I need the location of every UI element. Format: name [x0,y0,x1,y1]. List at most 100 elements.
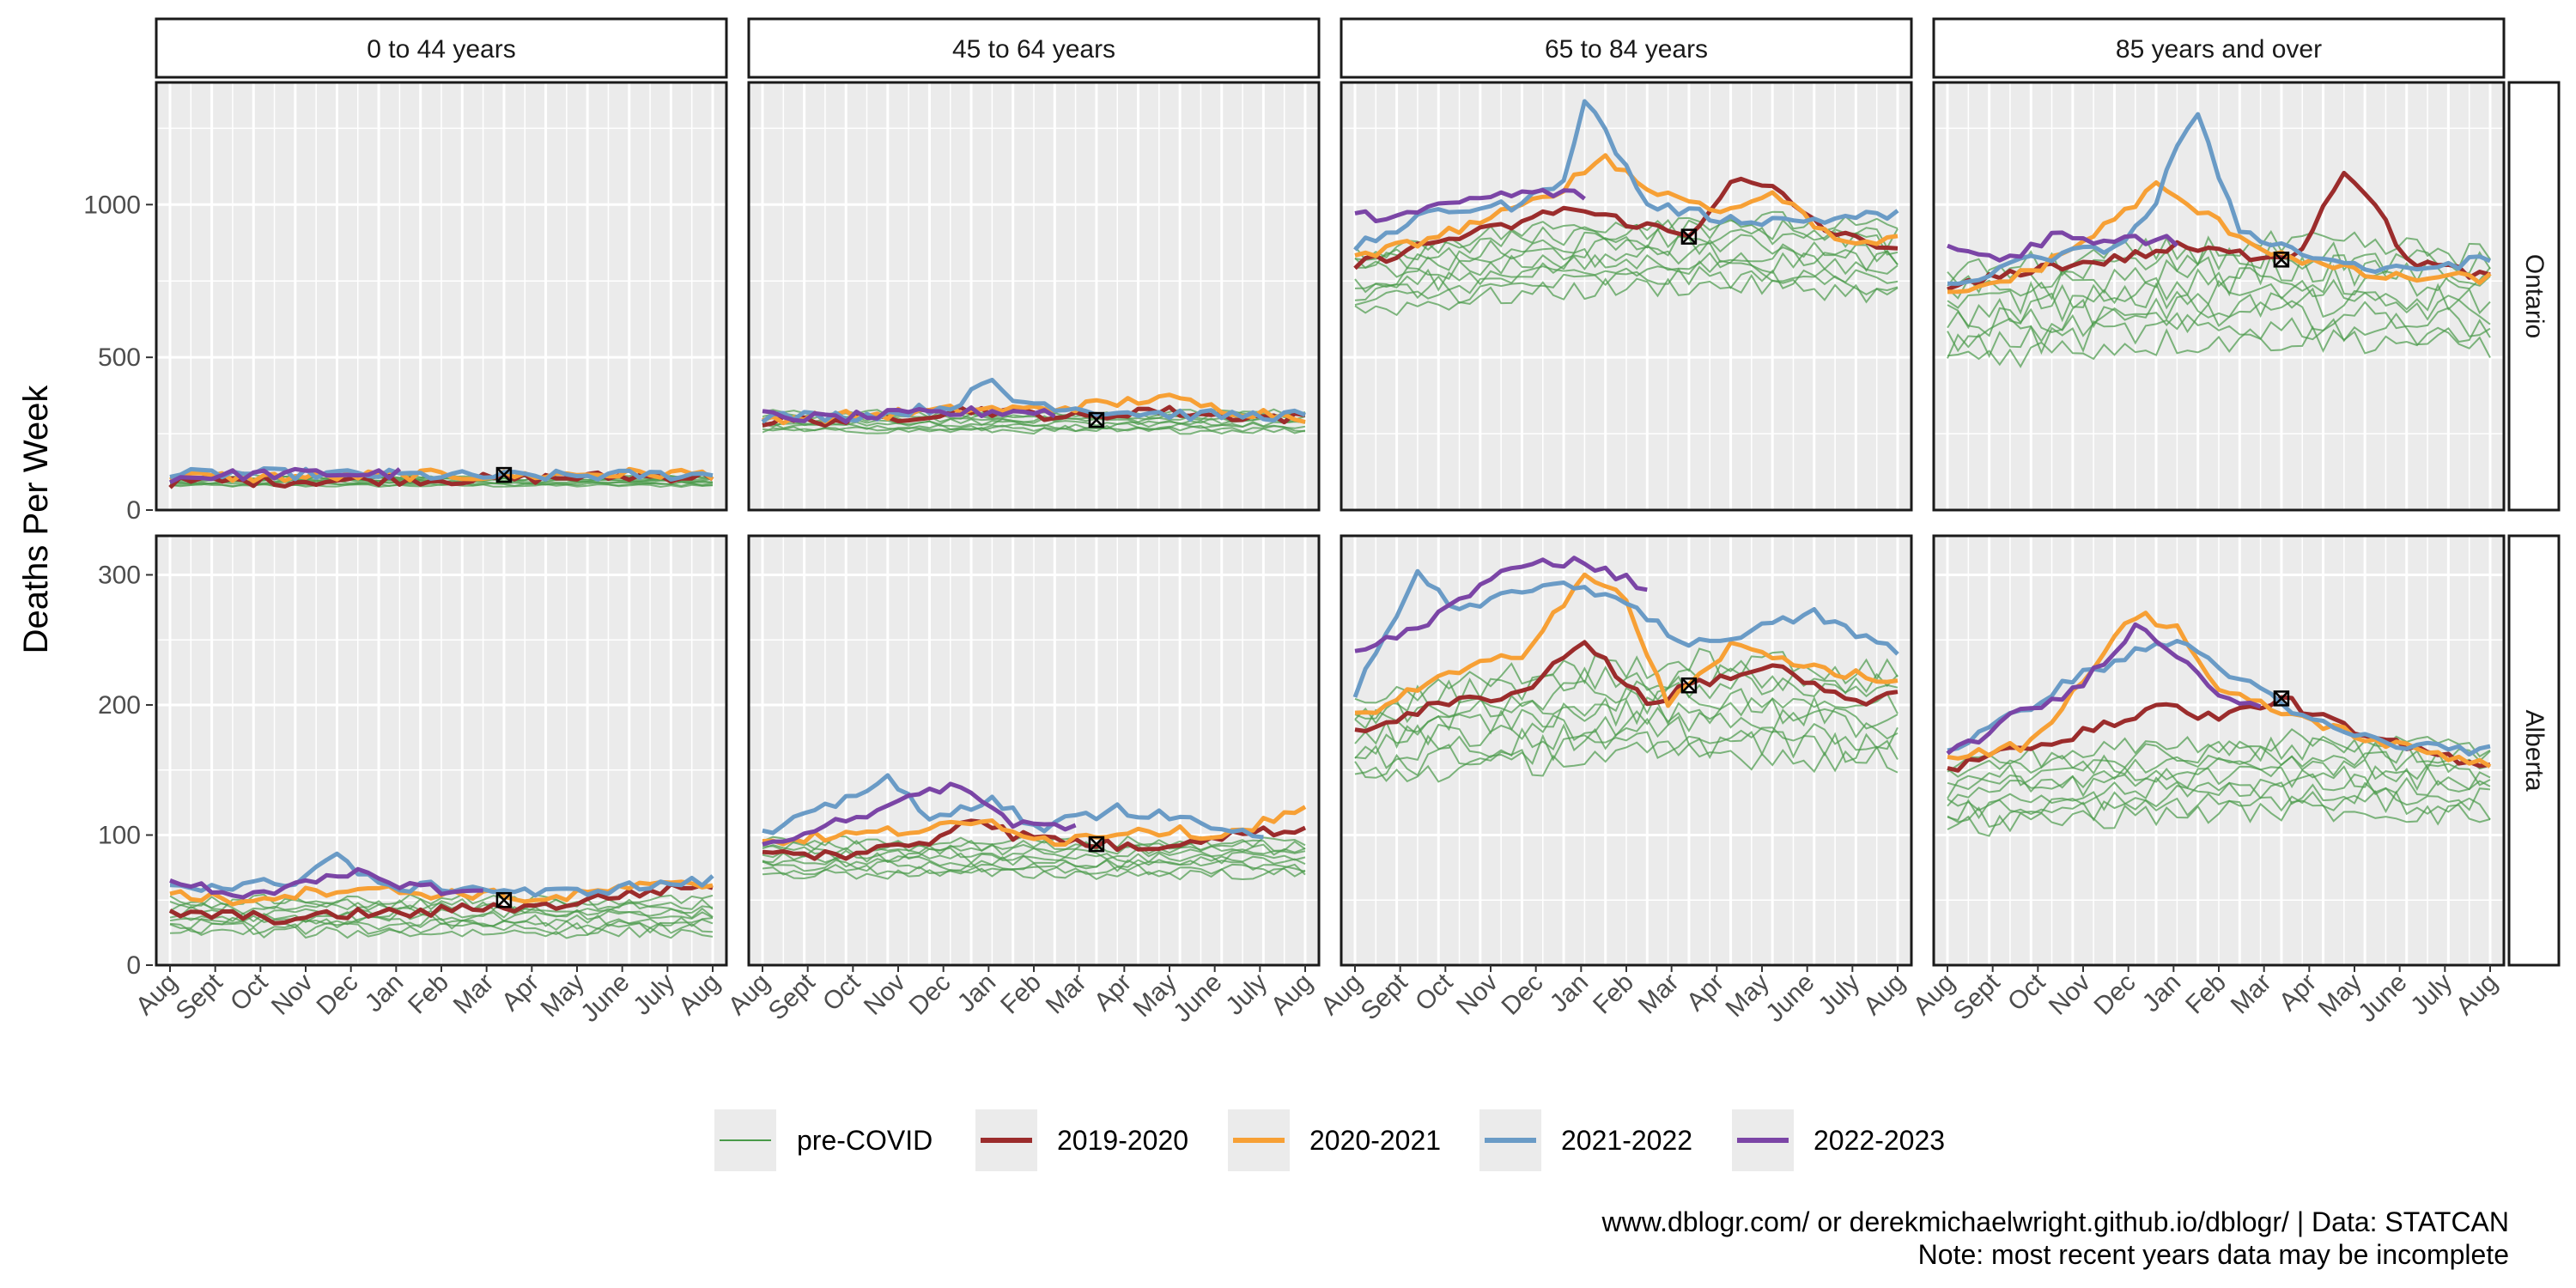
facet-panel [1932,534,2506,967]
series-line-2021-2022 [1947,639,2491,757]
covid-start-marker [1680,677,1698,694]
facet-panel [1340,81,1913,512]
caption-line-2: Note: most recent years data may be inco… [1918,1239,2509,1270]
x-tick-label: June [575,969,635,1028]
precovid-line [762,424,1306,433]
precovid-line [169,926,714,939]
precovid-line [1354,730,1899,779]
facet-strip-col: 45 to 64 years [747,17,1321,79]
x-tick-label: July [1813,969,1865,1021]
x-tick-label: Oct [2002,968,2051,1017]
y-tick-label: 500 [98,343,141,372]
legend-label: pre-COVID [797,1125,933,1156]
covid-start-marker [2273,690,2290,707]
x-tick-label: June [1760,969,1820,1028]
facet-strip-box [747,17,1321,79]
precovid-line [1354,242,1899,289]
legend-item: 2022-2023 [1732,1109,1945,1171]
x-tick-label: Oct [817,968,866,1017]
precovid-line [1947,736,2491,778]
precovid-line [1354,671,1899,725]
x-tick-label: Dec [1497,969,1549,1021]
panel-border [747,81,1321,512]
x-tick-label: Feb [2180,969,2232,1020]
facet-strip-box [155,17,728,79]
precovid-line [1947,727,2491,773]
precovid-line [1355,234,1899,278]
precovid-line [1947,773,2491,811]
legend: pre-COVID 2019-2020 2020-2021 2021-2022 2022… [714,1109,1945,1171]
panels-layer: 0 to 44 years 45 to 64 years 65 to 84 year… [83,17,2561,1028]
legend-label: 2020-2021 [1309,1125,1441,1156]
series-line-2020-2021 [1354,572,1899,715]
series-line-2020-2021 [1947,611,2492,769]
x-tick-label: Dec [312,969,364,1021]
facet-panel [1932,81,2506,512]
x-tick-label: Nov [859,969,911,1021]
facet-strip-row: Ontario [2507,81,2561,512]
x-tick-label: Jan [952,969,1002,1018]
facet-panel [155,81,728,512]
x-tick-label: Feb [403,969,454,1020]
x-tick-label: Feb [1588,969,1639,1020]
legend-label: 2022-2023 [1814,1125,1945,1156]
legend-label: 2019-2020 [1057,1125,1188,1156]
x-tick-label: Sept [1356,968,1413,1025]
facet-column-label: 85 years and over [2116,35,2322,64]
covid-start-marker [1088,835,1105,853]
precovid-line [762,867,1306,881]
series-line-2021-2022 [761,377,1306,424]
precovid-line [1947,781,2491,822]
y-tick-label: 300 [98,561,141,589]
covid-start-marker [495,466,513,483]
x-tick-label: Oct [225,968,274,1017]
facet-strip-col: 85 years and over [1932,17,2506,79]
precovid-line [1354,252,1899,294]
precovid-line [1947,241,2491,295]
covid-start-marker [495,891,513,908]
series-line-2022-2023 [169,866,483,900]
covid-start-marker [2273,252,2290,268]
x-tick-label: June [2353,969,2412,1028]
precovid-line [1354,740,1899,783]
precovid-line [1354,273,1899,317]
legend-item: 2020-2021 [1228,1109,1441,1171]
facet-strip-row-box [2507,81,2561,512]
y-axis-label: Deaths Per Week [17,385,55,654]
x-tick-label: Feb [995,969,1047,1020]
precovid-line [1947,300,2491,353]
facet-strip-box [1340,17,1913,79]
precovid-line [1947,745,2491,791]
precovid-line [762,839,1306,853]
x-tick-label: Aug [2451,969,2503,1021]
x-tick-label: Oct [1410,968,1459,1017]
x-tick-label: July [628,969,680,1021]
series-line-2022-2023 [1354,187,1586,223]
series-line-2019-2020 [1354,640,1899,733]
x-tick-label: Aug [1266,969,1318,1021]
x-tick-label: Apr [1089,969,1137,1017]
y-tick-label: 0 [126,496,141,525]
precovid-line [1947,287,2491,337]
facet-panel [1340,534,1913,967]
series-line-2022-2023 [762,781,1077,847]
precovid-line [1947,790,2491,828]
panel-border [155,81,728,512]
precovid-line [1354,259,1899,301]
x-tick-label: Apr [2274,969,2322,1017]
x-tick-label: Mar [448,969,500,1020]
x-tick-label: Aug [673,969,726,1021]
precovid-line [1947,799,2491,837]
facet-panel [155,534,728,967]
precovid-line [1354,715,1899,769]
facet-row-label: Alberta [2520,709,2549,791]
series-line-2021-2022 [169,851,714,898]
series-line-2021-2022 [762,773,1264,840]
x-tick-label: July [1220,969,1273,1021]
x-tick-label: Nov [1451,969,1504,1021]
x-tick-label: Jan [2137,969,2187,1018]
facet-strip-row: Alberta [2507,534,2561,967]
precovid-line [762,863,1306,876]
series-line-2019-2020 [1947,170,2491,292]
precovid-line [762,419,1306,428]
